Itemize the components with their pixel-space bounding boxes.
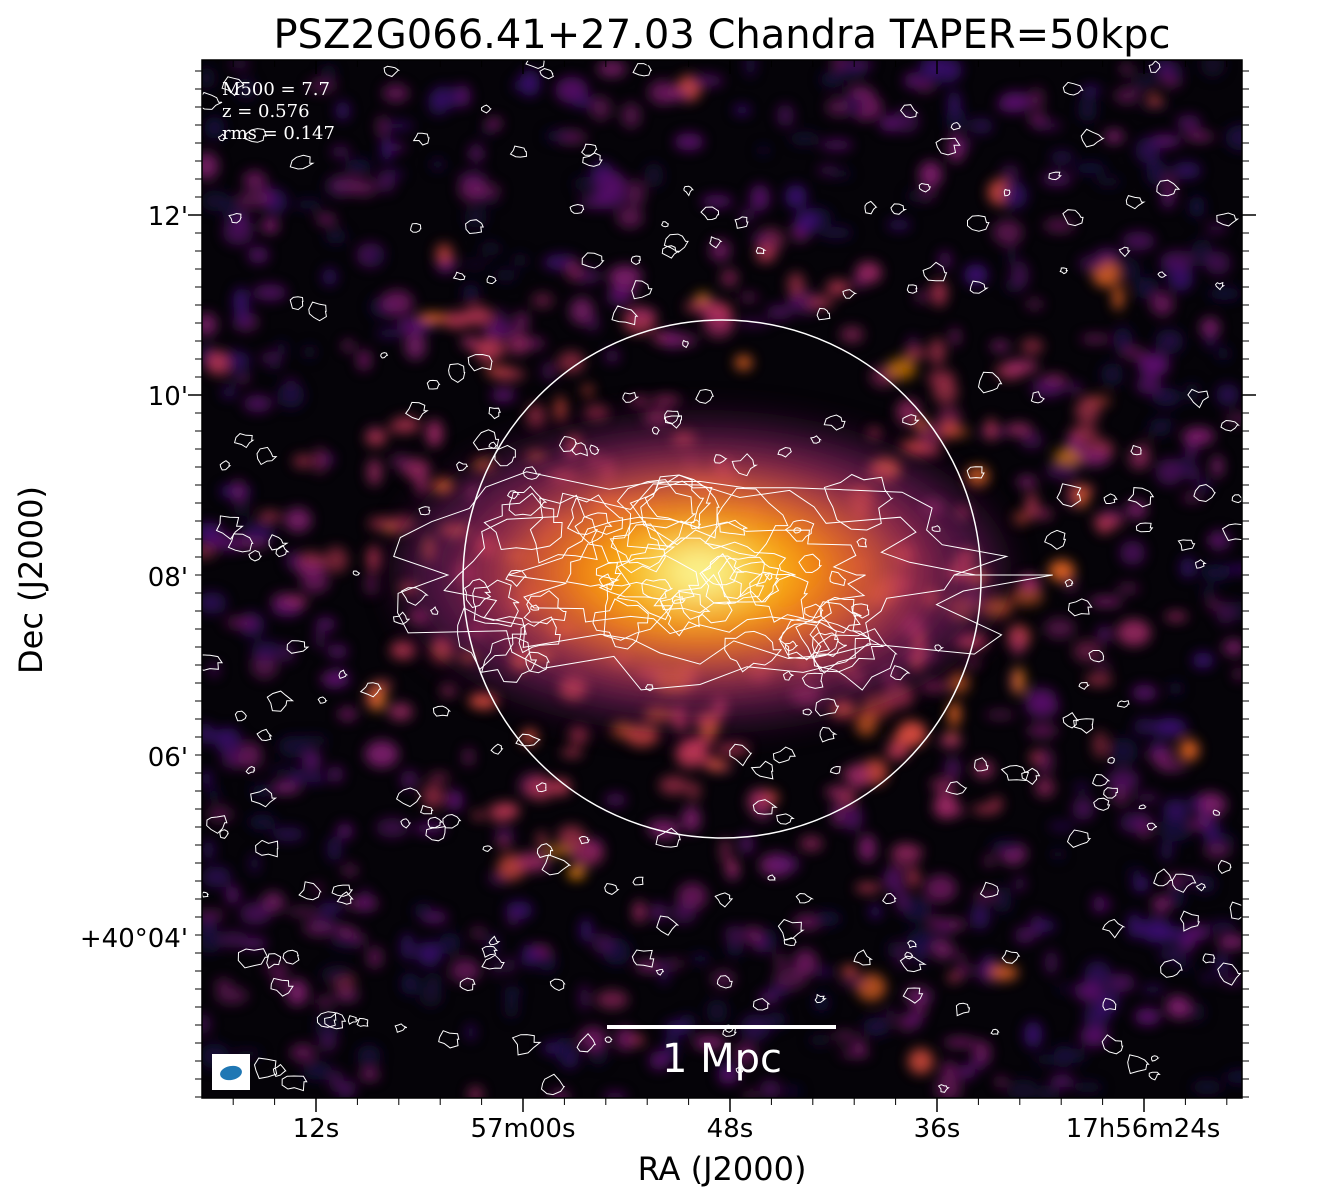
chart-title: PSZ2G066.41+27.03 Chandra TAPER=50kpc [273, 12, 1170, 58]
annotation-rms: rms = 0.147 [222, 123, 335, 144]
annotation-redshift: z = 0.576 [222, 101, 310, 122]
axis-ticks [188, 60, 1256, 1112]
y-axis-label: Dec (J2000) [12, 486, 50, 674]
y-tick-label: +40°04' [80, 924, 188, 954]
y-tick-labels: 12' 10' 08' 06' +40°04' [80, 202, 188, 954]
cluster-core-emission [400, 422, 1000, 722]
x-tick-label: 36s [914, 1114, 961, 1144]
y-tick-label: 06' [148, 743, 188, 773]
beam-ellipse [220, 1065, 242, 1081]
y-tick-label: 12' [148, 202, 188, 232]
plot-area: 1 Mpc M500 = 7.7 z = 0.576 rms = 0.147 [202, 60, 1242, 1098]
radio-contours [202, 60, 1242, 1096]
scale-bar-label: 1 Mpc [662, 1036, 782, 1082]
x-tick-labels: 12s 57m00s 48s 36s 17h56m24s [293, 1114, 1221, 1144]
y-tick-label: 10' [148, 382, 188, 412]
y-tick-label: 08' [148, 563, 188, 593]
annotation-m500: M500 = 7.7 [222, 79, 330, 100]
x-tick-label: 57m00s [470, 1114, 575, 1144]
r500-circle [462, 319, 982, 839]
x-tick-label: 12s [293, 1114, 340, 1144]
x-tick-label: 48s [707, 1114, 754, 1144]
x-axis-label: RA (J2000) [638, 1150, 807, 1188]
axes-frame [201, 59, 1243, 1099]
x-tick-label: 17h56m24s [1066, 1114, 1221, 1144]
